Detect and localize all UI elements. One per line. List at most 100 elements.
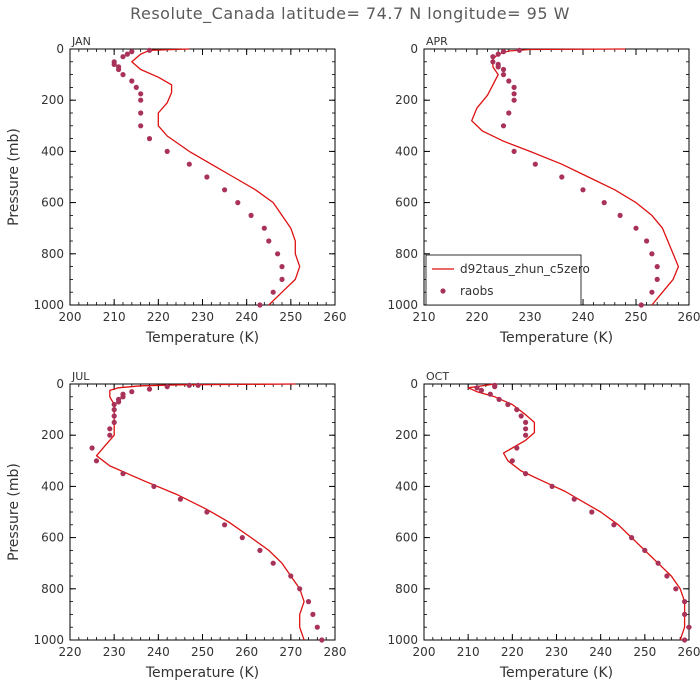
- x-tick-label: 250: [633, 645, 656, 659]
- raobs-point: [532, 161, 538, 167]
- raobs-point: [146, 47, 153, 53]
- y-tick-label: 1000: [387, 633, 418, 647]
- raobs-point: [487, 391, 493, 397]
- raobs-point: [138, 123, 144, 129]
- panel-oct: 200 210 220 230 240 250 260 0 200 400 600 800 1000 OC…: [387, 370, 700, 681]
- raobs-point: [164, 384, 170, 390]
- raobs-point: [500, 72, 507, 78]
- x-tick-label: 230: [103, 645, 126, 659]
- y-tick-label: 800: [395, 582, 418, 596]
- y-tick-label: 800: [41, 582, 64, 596]
- raobs-point: [266, 238, 272, 244]
- raobs-point: [474, 385, 480, 391]
- x-axis-label: Temperature (K): [499, 665, 613, 681]
- x-tick-label: 240: [589, 645, 612, 659]
- raobs-point: [177, 496, 183, 502]
- raobs-point: [257, 547, 263, 554]
- raobs-point: [120, 54, 126, 60]
- x-tick-label: 280: [324, 645, 347, 659]
- raobs-point: [523, 432, 529, 438]
- raobs-point: [682, 611, 688, 618]
- raobs-point: [279, 264, 285, 270]
- raobs-point: [107, 432, 113, 438]
- raobs-point: [571, 496, 577, 502]
- raobs-point: [664, 573, 670, 579]
- panel-label: OCT: [426, 370, 449, 383]
- x-tick-label: 240: [147, 645, 170, 659]
- x-tick-label: 260: [678, 310, 700, 324]
- x-tick-label: 260: [324, 310, 347, 324]
- y-tick-label: 400: [395, 144, 418, 158]
- x-tick-label: 260: [678, 645, 700, 659]
- raobs-point: [549, 483, 555, 489]
- x-tick-label: 200: [413, 645, 436, 659]
- x-tick-label: 210: [103, 310, 126, 324]
- y-tick-label: 1000: [387, 298, 418, 312]
- raobs-point: [204, 174, 210, 180]
- x-tick-label: 240: [235, 310, 258, 324]
- x-tick-label: 220: [466, 310, 489, 324]
- x-tick-label: 240: [572, 310, 595, 324]
- raobs-point: [107, 426, 113, 432]
- raobs-point: [120, 394, 126, 400]
- raobs-point: [186, 161, 192, 167]
- x-tick-label: 250: [625, 310, 648, 324]
- y-tick-label: 400: [41, 144, 64, 158]
- y-tick-label: 200: [41, 428, 64, 442]
- y-axis-label: Pressure (mb): [6, 463, 22, 561]
- raobs-point: [120, 72, 126, 78]
- raobs-point: [275, 251, 281, 257]
- raobs-point: [506, 78, 512, 84]
- panel-jan: 200 210 220 230 240 250 260 0 200 400 600 800 1000 JA…: [6, 35, 346, 346]
- raobs-point: [589, 509, 595, 515]
- raobs-point: [288, 573, 294, 579]
- chart-title: Resolute_Canada latitude= 74.7 N longitu…: [130, 4, 570, 23]
- raobs-point: [649, 251, 655, 257]
- raobs-point: [111, 419, 117, 425]
- raobs-point: [500, 49, 507, 55]
- panel-jul: 220 230 240 250 260 270 280 0 200 400 600 800 1000 JU…: [6, 370, 346, 681]
- panel-label: JAN: [71, 35, 91, 48]
- y-tick-label: 400: [41, 479, 64, 493]
- raobs-point: [120, 471, 126, 477]
- raobs-point: [649, 289, 655, 295]
- raobs-point: [514, 445, 520, 451]
- y-tick-label: 0: [56, 377, 64, 391]
- raobs-point: [129, 78, 135, 84]
- raobs-point: [235, 200, 241, 206]
- raobs-point: [146, 386, 153, 392]
- panel-apr: 210 220 230 240 250 260 0 200 400 600 800 1000 APR Te…: [387, 35, 700, 346]
- raobs-point: [310, 611, 316, 618]
- raobs-point: [116, 399, 122, 405]
- raobs-point: [654, 276, 660, 282]
- y-tick-label: 200: [395, 93, 418, 107]
- raobs-point: [638, 302, 644, 308]
- raobs-point: [195, 382, 201, 388]
- raobs-point: [511, 91, 517, 97]
- y-tick-label: 600: [395, 531, 418, 545]
- raobs-point: [644, 238, 650, 244]
- raobs-point: [239, 535, 245, 541]
- y-tick-label: 0: [410, 42, 418, 56]
- raobs-point: [248, 212, 254, 218]
- raobs-point: [629, 535, 635, 541]
- raobs-point: [146, 136, 153, 142]
- raobs-point: [516, 47, 523, 53]
- raobs-point: [478, 387, 484, 393]
- raobs-point: [633, 225, 639, 231]
- raobs-point: [490, 54, 496, 60]
- raobs-point: [93, 458, 100, 464]
- x-tick-label: 260: [235, 645, 258, 659]
- raobs-point: [509, 458, 515, 464]
- legend-dot-swatch: [440, 288, 446, 294]
- raobs-point: [642, 547, 648, 554]
- raobs-point: [500, 123, 507, 129]
- y-tick-label: 600: [41, 196, 64, 210]
- y-tick-label: 800: [41, 247, 64, 261]
- x-tick-label: 230: [519, 310, 542, 324]
- raobs-point: [496, 396, 502, 402]
- raobs-point: [257, 302, 263, 308]
- x-axis-label: Temperature (K): [145, 330, 259, 346]
- x-tick-label: 230: [191, 310, 214, 324]
